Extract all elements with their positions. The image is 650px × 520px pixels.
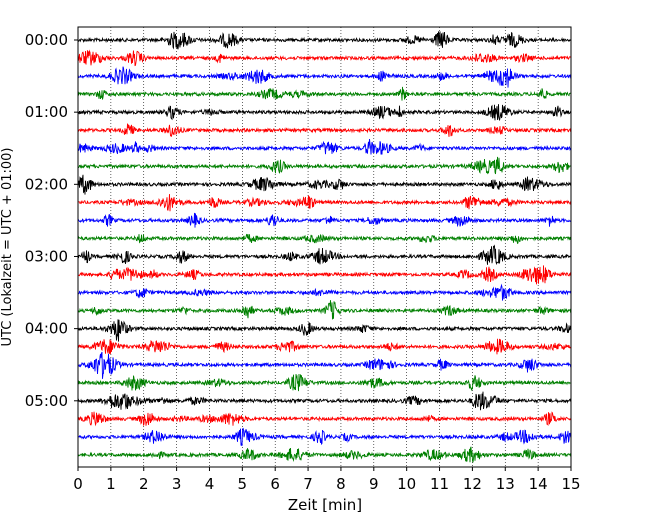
x-tick-label: 14 [529, 475, 548, 493]
y-tick-label: 01:00 [25, 103, 68, 121]
x-axis-ticks: 0 1 2 3 4 5 6 7 8 9 10 11 12 13 14 15 [73, 467, 581, 493]
trace-line [77, 391, 572, 411]
x-tick-label: 5 [238, 475, 248, 493]
trace-line [77, 233, 572, 245]
y-axis-ticks: 00:00 01:00 02:00 03:00 04:00 05:00 [25, 31, 78, 410]
x-tick-label: 10 [397, 475, 416, 493]
trace-line [77, 66, 572, 88]
trace-line [77, 31, 572, 50]
y-tick-label: 03:00 [25, 247, 68, 265]
trace-line [77, 283, 572, 301]
trace-line [77, 156, 572, 175]
grid-lines [110, 27, 539, 467]
trace-line [77, 446, 572, 463]
x-tick-label: 9 [369, 475, 379, 493]
y-tick-label: 05:00 [25, 392, 68, 410]
x-tick-label: 1 [106, 475, 116, 493]
trace-line [77, 319, 572, 342]
x-tick-label: 0 [73, 475, 83, 493]
trace-line [77, 265, 572, 285]
x-tick-label: 2 [139, 475, 149, 493]
x-tick-label: 3 [172, 475, 182, 493]
trace-line [77, 427, 572, 446]
trace-line [77, 174, 572, 195]
trace-line [77, 212, 572, 228]
trace-line [77, 373, 572, 392]
trace-line [77, 351, 572, 379]
y-tick-label: 00:00 [25, 31, 68, 49]
plot-frame [77, 26, 572, 468]
trace-line [77, 104, 572, 121]
trace-line [77, 86, 572, 101]
x-tick-label: 15 [561, 475, 580, 493]
x-tick-label: 6 [270, 475, 280, 493]
trace-line [77, 411, 572, 427]
trace-line [77, 123, 572, 137]
trace-line [77, 49, 572, 67]
x-axis-label: Zeit [min] [288, 496, 362, 514]
trace-line [77, 138, 572, 155]
y-tick-label: 02:00 [25, 175, 68, 193]
x-tick-label: 8 [336, 475, 346, 493]
trace-group [77, 31, 572, 463]
y-axis-label: UTC (Lokalzeit = UTC + 01:00) [0, 148, 15, 347]
x-tick-label: 12 [463, 475, 482, 493]
trace-line [77, 338, 572, 355]
x-tick-label: 11 [430, 475, 449, 493]
trace-line [77, 194, 572, 212]
x-tick-label: 7 [303, 475, 313, 493]
trace-line [77, 300, 572, 320]
y-tick-label: 04:00 [25, 320, 68, 338]
x-tick-label: 13 [496, 475, 515, 493]
x-tick-label: 4 [205, 475, 215, 493]
trace-line [77, 244, 572, 266]
